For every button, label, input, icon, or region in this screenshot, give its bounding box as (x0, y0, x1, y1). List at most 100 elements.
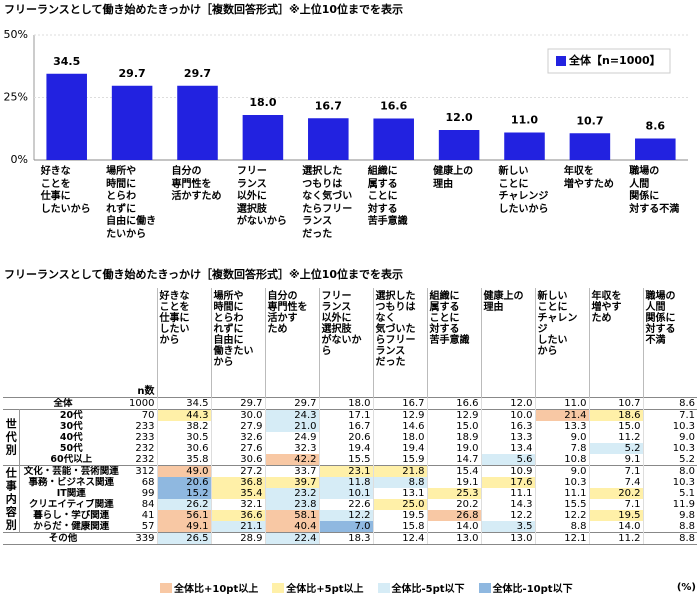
row-label: 全体 (3, 397, 123, 410)
data-label: 18.0 (249, 96, 276, 109)
bar (569, 133, 611, 160)
cell: 20.6 (156, 477, 211, 488)
row-n: 68 (141, 477, 155, 488)
data-label: 34.5 (53, 55, 80, 68)
legend-swatch (160, 582, 172, 593)
bar (308, 118, 349, 160)
column-header: 場所や 時間に とらわ れずに 自由に 働きたい から (210, 288, 265, 398)
cell: 12.2 (480, 510, 535, 521)
data-label: 10.7 (576, 114, 603, 127)
cell: 15.8 (372, 521, 427, 533)
cell: 17.6 (480, 477, 535, 488)
cell: 8.6 (642, 397, 697, 410)
row-label: 文化・芸能・芸術関連 (19, 465, 123, 477)
cell: 10.7 (588, 397, 643, 410)
cell: 15.4 (426, 465, 481, 477)
cell: 29.7 (264, 397, 319, 410)
chart-title: フリーランスとして働き始めたきっかけ［複数回答形式］※上位10位までを表示 (4, 2, 403, 16)
table-title: フリーランスとして働き始めたきっかけ［複数回答形式］※上位10位までを表示 (4, 268, 404, 281)
cell: 32.6 (210, 432, 265, 443)
cell: 23.8 (264, 499, 319, 510)
cell: 30.6 (210, 454, 265, 466)
cell: 12.2 (534, 510, 589, 521)
cell: 12.9 (426, 409, 481, 421)
table-row: 全体 1000 34.5 29.7 29.7 18.0 16.7 16.6 12.0 11.0 10… (3, 397, 697, 410)
row-label: その他 (3, 532, 123, 545)
cell: 16.6 (426, 397, 481, 410)
cell: 11.0 (534, 397, 589, 410)
cell: 32.3 (264, 443, 319, 454)
cell: 34.5 (156, 397, 211, 410)
legend-swatch (272, 582, 285, 593)
bar (46, 73, 87, 160)
cell: 10.3 (642, 443, 697, 454)
cell: 27.6 (210, 443, 265, 454)
cell: 15.9 (372, 454, 427, 466)
cell: 11.9 (642, 499, 697, 510)
row-label: クリエイティブ関連 (28, 499, 114, 510)
cell: 18.0 (372, 432, 427, 443)
cell: 42.2 (264, 454, 319, 466)
data-label: 8.6 (646, 120, 666, 133)
cell: 40.4 (264, 521, 319, 533)
column-header: 職場の 人間 関係に 対する 不満 (642, 288, 697, 398)
cell: 11.1 (480, 488, 535, 499)
cell: 3.5 (480, 521, 535, 533)
table-row: クリエイティブ関連 84 26.2 32.1 23.8 22.6 25.0 20.2 14.3 1… (3, 499, 697, 510)
legend-swatch (478, 582, 491, 593)
row-label: IT関連 (56, 488, 86, 499)
cell: 29.7 (210, 397, 265, 410)
cell: 30.5 (156, 432, 211, 443)
bar (438, 130, 480, 160)
cell: 9.0 (642, 432, 697, 443)
cell: 15.2 (156, 488, 211, 499)
bar (373, 118, 414, 160)
x-tick-label: 職場の 人間 関係に 対する不満 (629, 166, 680, 215)
cell: 18.0 (318, 397, 373, 410)
cell: 12.9 (372, 409, 427, 421)
cell: 20.6 (318, 432, 373, 443)
x-tick-label: 新しい ことに チャレンジ したいから (498, 166, 549, 215)
header-blank (3, 288, 123, 398)
chart-svg: フリーランスとして働き始めたきっかけ［複数回答形式］※上位10位までを表示 0%… (4, 2, 688, 166)
cell: 7.0 (318, 521, 373, 533)
x-tick-label: 組織に 属する ことに 対する 苦手意識 (367, 166, 408, 227)
cell: 27.2 (210, 465, 265, 477)
y-tick-label: 0% (11, 153, 28, 166)
table-legend: 全体比+10pt以上 全体比+5pt以上 全体比-5pt以下 全体比-10pt以下 (%… (160, 580, 696, 595)
cell: 11.2 (588, 432, 643, 443)
cell: 12.1 (534, 532, 589, 545)
row-n: 57 (141, 521, 155, 532)
cell: 5.6 (480, 454, 535, 466)
cell: 8.8 (642, 521, 697, 533)
cell: 5.2 (588, 443, 643, 454)
cell: 24.3 (264, 409, 319, 421)
cell: 8.8 (642, 532, 697, 545)
table-row: IT関連 99 15.2 35.4 23.2 10.1 13.1 25.3 11.1 11.1 20… (3, 488, 697, 499)
legend-label: 全体比+10pt以上 (174, 584, 259, 595)
bar (504, 132, 545, 160)
cell: 22.4 (264, 532, 319, 545)
cell: 12.4 (372, 532, 427, 545)
cell: 49.0 (156, 465, 211, 477)
cell: 7.1 (588, 465, 643, 477)
cell: 21.4 (534, 409, 589, 421)
cell: 38.2 (156, 421, 211, 432)
cell: 16.3 (480, 421, 535, 432)
legend-swatch (377, 582, 390, 593)
y-tick-label: 50% (4, 28, 28, 41)
row-label: 事務・ビジネス関連 (28, 477, 114, 488)
legend-item: 全体比-5pt以下 (377, 580, 465, 595)
legend-item: 全体比-10pt以下 (478, 580, 573, 595)
cell: 33.7 (264, 465, 319, 477)
table-row: 30代 233 38.2 27.9 21.0 16.7 14.6 15.0 16.3 13.3 15… (3, 421, 697, 432)
bar (177, 85, 218, 160)
cell: 13.0 (480, 532, 535, 545)
cell: 30.0 (210, 409, 265, 421)
cell: 18.6 (588, 409, 643, 421)
column-header: 健康上の 理由 (480, 288, 535, 398)
row-n: 233 (135, 432, 155, 443)
row-n: 1000 (123, 397, 157, 410)
cell: 36.6 (210, 510, 265, 521)
